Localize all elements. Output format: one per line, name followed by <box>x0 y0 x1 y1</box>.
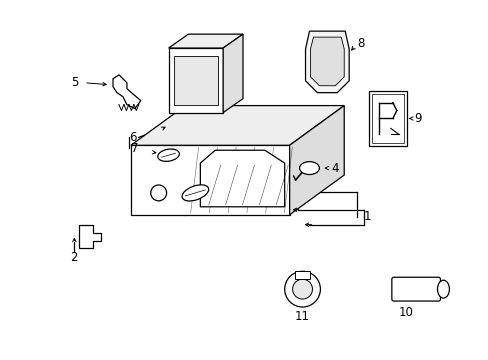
FancyBboxPatch shape <box>371 94 403 143</box>
Circle shape <box>284 271 320 307</box>
Circle shape <box>150 185 166 201</box>
Polygon shape <box>173 56 218 105</box>
Ellipse shape <box>437 280 448 298</box>
Polygon shape <box>113 75 141 109</box>
Polygon shape <box>131 105 344 145</box>
Polygon shape <box>310 37 344 86</box>
Circle shape <box>292 279 312 299</box>
Text: 4: 4 <box>331 162 338 175</box>
Text: 11: 11 <box>294 310 309 323</box>
Polygon shape <box>168 34 243 48</box>
Ellipse shape <box>158 149 179 161</box>
Text: 3: 3 <box>269 185 277 198</box>
Text: 8: 8 <box>356 37 364 50</box>
Polygon shape <box>305 31 348 93</box>
FancyBboxPatch shape <box>391 277 440 301</box>
Text: 6: 6 <box>129 131 136 144</box>
Ellipse shape <box>299 162 319 175</box>
Text: 7: 7 <box>131 142 138 155</box>
Text: 1: 1 <box>364 210 371 223</box>
Polygon shape <box>79 225 101 248</box>
FancyBboxPatch shape <box>294 271 310 279</box>
Polygon shape <box>131 145 289 215</box>
Text: 9: 9 <box>414 112 421 125</box>
Polygon shape <box>168 48 223 113</box>
Text: 2: 2 <box>70 251 78 264</box>
Polygon shape <box>200 150 284 207</box>
FancyBboxPatch shape <box>368 91 406 146</box>
Polygon shape <box>289 105 344 215</box>
Ellipse shape <box>182 185 208 201</box>
Polygon shape <box>223 34 243 113</box>
Text: 10: 10 <box>398 306 412 319</box>
Text: 5: 5 <box>71 76 79 89</box>
